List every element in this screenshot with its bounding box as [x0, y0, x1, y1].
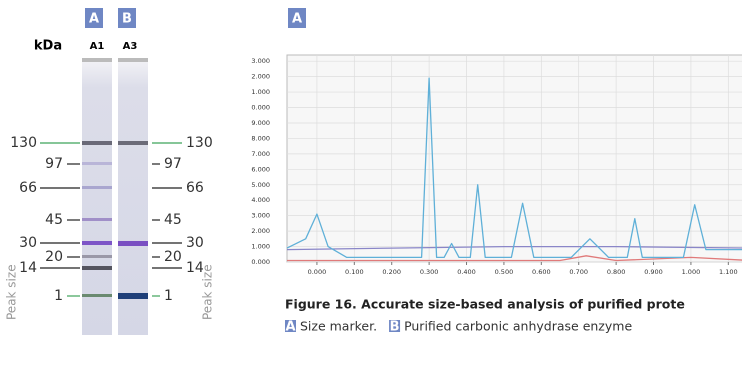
marker-label: 130 [186, 135, 213, 151]
marker-label: 45 [164, 212, 182, 228]
y-tick-label: 4.000 [251, 196, 270, 204]
band [118, 241, 148, 246]
band [118, 141, 148, 145]
y-tick-label: 2.000 [251, 227, 270, 235]
y-tick-label: 8.000 [251, 134, 270, 142]
marker-label: 97 [45, 156, 63, 172]
badge-letter: A [89, 12, 99, 27]
x-tick-label: 0.700 [569, 268, 588, 276]
caption-text: Purified carbonic anhydrase enzyme [404, 319, 632, 334]
y-tick-label: 3.000 [251, 57, 270, 65]
badge-letter: B [390, 320, 400, 335]
band [82, 255, 112, 258]
y-tick-label: 3.000 [251, 212, 270, 220]
band [82, 241, 112, 245]
marker-label: 30 [186, 235, 204, 251]
x-tick-label: 0.800 [607, 268, 626, 276]
marker-label: 66 [186, 180, 204, 196]
lane-label: A1 [90, 41, 105, 52]
y-tick-label: 0.000 [251, 104, 270, 112]
band [118, 293, 148, 299]
marker-label: 1 [164, 288, 173, 304]
marker-label: 14 [186, 260, 204, 276]
x-tick-label: 0.000 [308, 268, 327, 276]
marker-label: 20 [164, 249, 182, 265]
marker-label: 1 [54, 288, 63, 304]
x-tick-label: 0.900 [644, 268, 663, 276]
caption-title: Figure 16. Accurate size-based analysis … [285, 297, 685, 312]
y-tick-label: 9.000 [251, 119, 270, 127]
marker-label: 45 [45, 212, 63, 228]
x-tick-label: 1.000 [682, 268, 701, 276]
y-tick-label: 0.000 [251, 258, 270, 266]
lane-a [82, 60, 112, 335]
marker-label: 20 [45, 249, 63, 265]
marker-label: 30 [19, 235, 37, 251]
y-tick-label: 1.000 [251, 88, 270, 96]
marker-label: 97 [164, 156, 182, 172]
y-tick-label: 5.000 [251, 181, 270, 189]
band [82, 266, 112, 270]
marker-label: 130 [10, 135, 37, 151]
y-tick-label: 2.000 [251, 73, 270, 81]
badge-letter: B [122, 12, 132, 27]
y-tick-label: 7.000 [251, 150, 270, 158]
marker-label: 14 [19, 260, 37, 276]
caption-text: Size marker. [300, 319, 377, 334]
x-tick-label: 0.600 [532, 268, 551, 276]
x-tick-label: 0.300 [420, 268, 439, 276]
badge-letter: A [285, 320, 295, 335]
figure: kDa Peak size Peak size AA1BA31301309797… [0, 0, 742, 365]
band [82, 218, 112, 221]
lane-label: A3 [123, 41, 138, 52]
x-tick-label: 1.100 [719, 268, 738, 276]
x-tick-label: 0.400 [457, 268, 476, 276]
axis-label: Peak size [5, 264, 19, 320]
badge-letter: A [292, 12, 302, 27]
page: kDa Peak size Peak size AA1BA31301309797… [0, 0, 742, 365]
band [82, 186, 112, 189]
x-tick-label: 0.100 [345, 268, 364, 276]
y-tick-label: 1.000 [251, 243, 270, 251]
x-tick-label: 0.500 [495, 268, 514, 276]
marker-label: 66 [19, 180, 37, 196]
x-tick-label: 0.200 [382, 268, 401, 276]
band [82, 141, 112, 145]
y-tick-label: 6.000 [251, 165, 270, 173]
band [82, 162, 112, 165]
unit-label: kDa [34, 39, 62, 54]
band [82, 294, 112, 297]
